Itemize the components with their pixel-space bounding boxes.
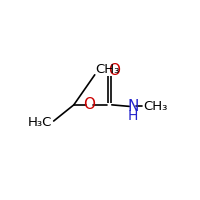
Text: CH₃: CH₃ <box>143 100 167 113</box>
Text: O: O <box>83 97 95 112</box>
Text: N: N <box>127 99 138 114</box>
Text: CH₃: CH₃ <box>96 63 120 76</box>
Text: H₃C: H₃C <box>28 116 52 129</box>
Text: O: O <box>108 63 120 78</box>
Text: H: H <box>128 109 138 123</box>
